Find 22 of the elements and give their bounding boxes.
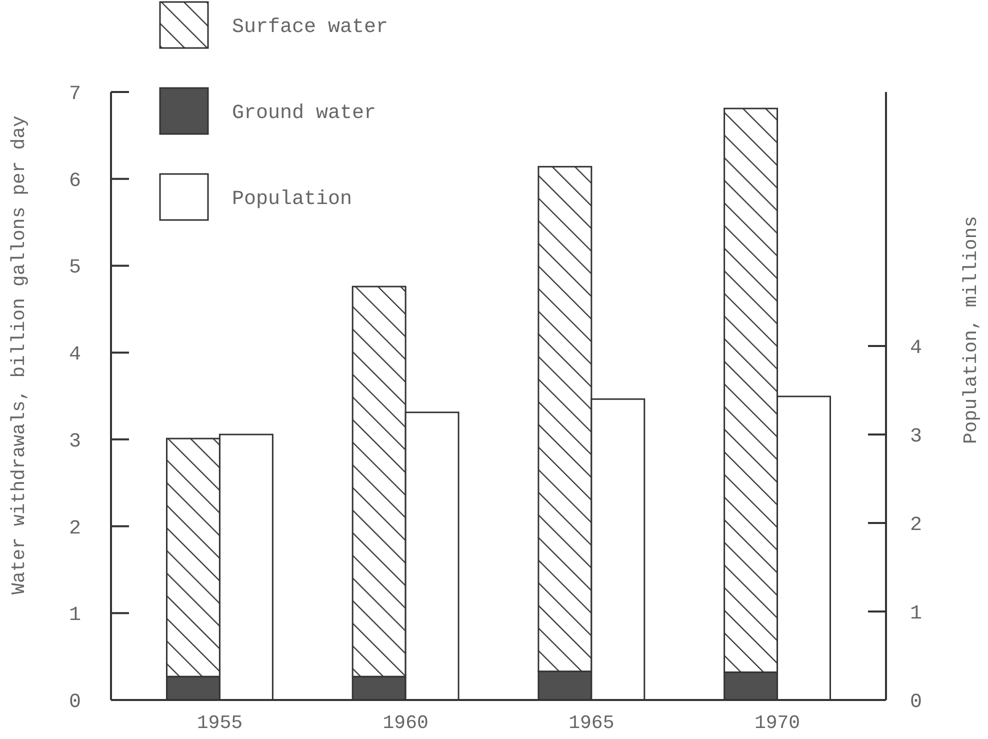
x-tick-label: 1955 bbox=[196, 712, 243, 734]
y-tick-label: 6 bbox=[68, 170, 82, 193]
y-tick-label: 5 bbox=[68, 256, 82, 280]
x-tick-label: 1960 bbox=[382, 712, 428, 734]
legend-label: Population bbox=[232, 188, 352, 211]
y2-axis-title: Population, millions bbox=[960, 216, 982, 444]
y2-tick-label: 4 bbox=[910, 336, 922, 360]
legend-label: Surface water bbox=[232, 16, 388, 39]
x-tick-label: 1965 bbox=[568, 712, 614, 734]
y-axis-title: Water withdrawals, billion gallons per day bbox=[8, 116, 30, 594]
legend-label: Ground water bbox=[232, 102, 376, 125]
y2-tick-label: 0 bbox=[910, 691, 922, 714]
x-tick-label: 1970 bbox=[754, 712, 800, 734]
y-tick-label: 3 bbox=[68, 430, 82, 454]
y2-tick-label: 2 bbox=[910, 514, 922, 537]
y2-tick-label: 1 bbox=[910, 602, 922, 626]
y-tick-label: 0 bbox=[68, 691, 82, 714]
y-tick-label: 4 bbox=[68, 344, 82, 367]
y-tick-label: 2 bbox=[68, 517, 82, 540]
y-tick-label: 7 bbox=[68, 83, 82, 106]
y2-tick-label: 3 bbox=[910, 426, 922, 448]
y-tick-label: 1 bbox=[68, 604, 82, 628]
